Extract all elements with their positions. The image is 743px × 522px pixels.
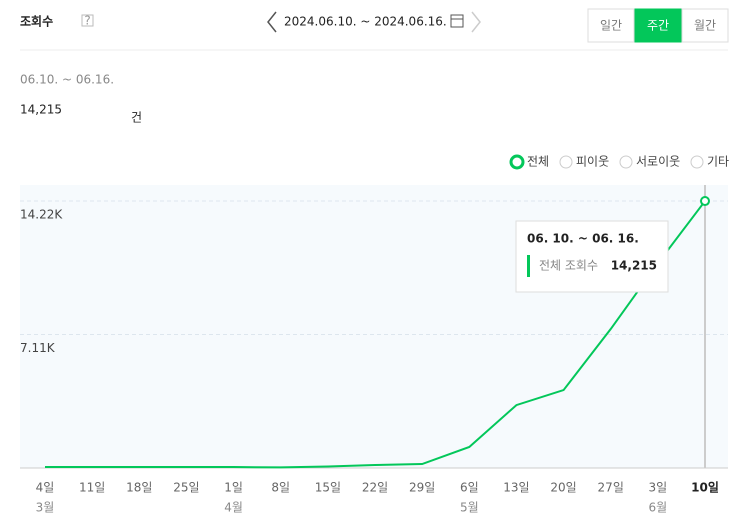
tab[interactable] [681,8,729,43]
x-tick-label: 29일 [409,481,435,495]
help-icon[interactable] [81,14,94,27]
x-tick-label: 27일 [598,481,624,495]
x-tick-label: 10일 [691,481,719,495]
x-tick-label: 6일 [460,481,479,495]
x-tick-label: 11일 [79,481,105,495]
month-label: 6월 [649,501,668,515]
x-tick-label: 13일 [503,481,529,495]
y-tick-label: 14.22K [20,207,63,221]
total-unit: 건 [131,111,142,125]
tooltip-value: 14,215 [611,259,657,273]
filter-label: 서로이웃 [636,155,680,169]
filter-label: 전체 [527,155,549,169]
x-tick-label: 1일 [224,481,243,495]
filter-radio[interactable] [619,155,633,169]
tooltip-swatch [527,255,530,277]
tooltip-title: 06. 10. ~ 06. 16. [527,232,639,246]
point[interactable] [700,196,710,207]
x-tick-label: 20일 [550,481,576,495]
filter-radio[interactable] [559,155,573,169]
date-range: 2024.06.10. ~ 2024.06.16. [284,15,447,29]
tab-label: 월간 [694,19,716,33]
tooltip [515,220,669,293]
filter-radio[interactable] [690,155,704,169]
tab-label: 일간 [600,19,622,33]
filter-label: 피이웃 [576,155,609,169]
period: 06.10. ~ 06.16. [20,73,114,87]
next-arrow[interactable] [471,11,481,33]
month-label: 5월 [460,501,479,515]
x-tick-label: 8일 [271,481,290,495]
filter-label: 기타 [707,155,729,169]
x-tick-label: 15일 [315,481,341,495]
tooltip-series: 전체 조회수 [539,259,598,273]
page-title: 조회수 [20,14,53,29]
calendar-icon[interactable] [450,14,464,28]
x-tick-label: 18일 [126,481,152,495]
month-label: 3월 [36,501,55,515]
tab[interactable] [587,8,635,43]
y-tick-label: 7.11K [20,341,56,355]
x-tick-label: 22일 [362,481,388,495]
month-label: 4월 [224,501,243,515]
total: 14,215 [20,103,62,117]
series-line [45,200,706,469]
help-text: ? [84,14,90,28]
x-tick-label: 4일 [36,481,55,495]
tab-label: 주간 [647,19,669,33]
x-tick-label: 3일 [649,481,668,495]
x-tick-label: 25일 [173,481,199,495]
filter-radio[interactable] [509,154,525,170]
tab[interactable] [634,8,682,43]
prev-arrow[interactable] [267,11,277,33]
